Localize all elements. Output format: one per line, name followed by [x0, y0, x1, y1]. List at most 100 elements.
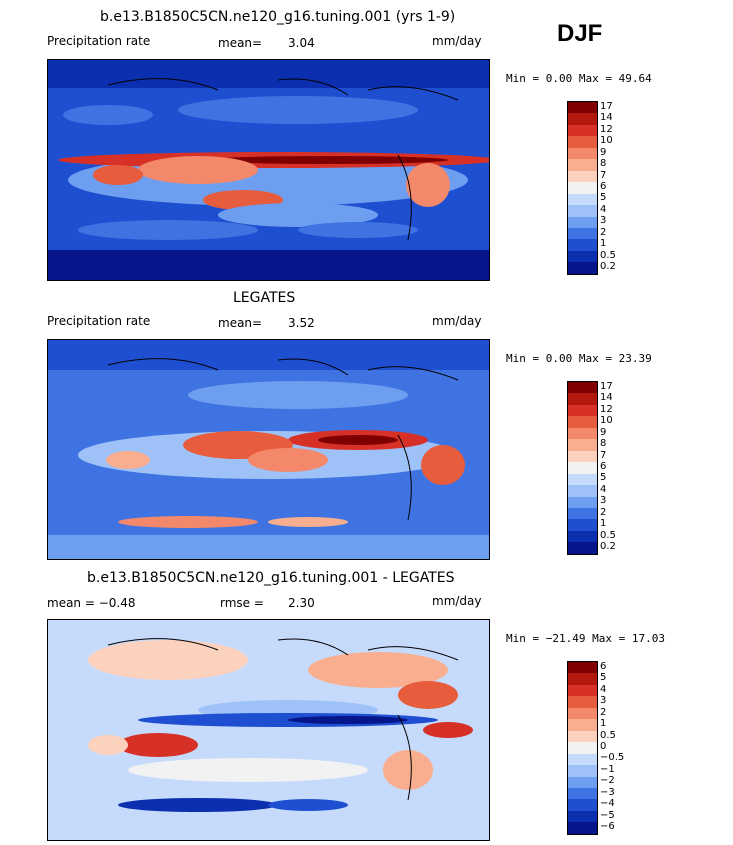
- colorbar-tick-label: −4: [600, 798, 615, 810]
- colorbar-swatch: [568, 787, 597, 800]
- colorbar-tick-label: 17: [600, 380, 613, 392]
- colorbar-swatch: [568, 662, 597, 674]
- colorbar-tick-label: 2: [600, 706, 607, 718]
- colorbar-swatch: [568, 147, 597, 160]
- colorbar-swatch: [568, 239, 597, 251]
- panel3-colorbar: [567, 661, 598, 835]
- colorbar-swatch: [568, 485, 597, 497]
- panel2-precip-field: [48, 340, 489, 559]
- colorbar-swatch: [568, 450, 597, 463]
- panel1-range: Min = 0.00 Max = 49.64: [506, 72, 652, 85]
- colorbar-swatch: [568, 170, 597, 183]
- colorbar-tick-label: 12: [600, 403, 613, 415]
- colorbar-tick-label: 0.5: [600, 729, 616, 741]
- colorbar-swatch: [568, 730, 597, 743]
- panel2-left-label: Precipitation rate: [47, 314, 151, 328]
- colorbar-swatch: [568, 530, 597, 543]
- colorbar-swatch: [568, 810, 597, 823]
- colorbar-swatch: [568, 427, 597, 440]
- colorbar-tick-label: 6: [600, 660, 607, 672]
- colorbar-tick-label: −2: [600, 775, 615, 787]
- panel2-title: LEGATES: [233, 290, 296, 306]
- colorbar-swatch: [568, 519, 597, 531]
- colorbar-tick-label: 14: [600, 392, 613, 404]
- colorbar-tick-label: 2: [600, 226, 607, 238]
- colorbar-swatch: [568, 719, 597, 731]
- colorbar-tick-label: 12: [600, 123, 613, 135]
- colorbar-tick-label: 9: [600, 426, 607, 438]
- colorbar-swatch: [568, 707, 597, 720]
- colorbar-swatch: [568, 822, 597, 834]
- colorbar-tick-label: 1: [600, 718, 607, 730]
- panel2-units: mm/day: [432, 314, 482, 328]
- panel3-diff-field: [48, 620, 489, 840]
- colorbar-swatch: [568, 382, 597, 394]
- colorbar-swatch: [568, 684, 597, 697]
- colorbar-tick-label: −3: [600, 786, 615, 798]
- colorbar-tick-label: −6: [600, 821, 615, 833]
- colorbar-tick-label: 5: [600, 472, 607, 484]
- colorbar-swatch: [568, 496, 597, 508]
- colorbar-tick-label: 3: [600, 495, 607, 507]
- colorbar-swatch: [568, 193, 597, 206]
- colorbar-swatch: [568, 205, 597, 217]
- colorbar-tick-label: 10: [600, 415, 613, 427]
- panel3-units: mm/day: [432, 594, 482, 608]
- colorbar-swatch: [568, 799, 597, 811]
- colorbar-tick-label: 1: [600, 238, 607, 250]
- colorbar-swatch: [568, 393, 597, 405]
- colorbar-swatch: [568, 765, 597, 777]
- colorbar-swatch: [568, 216, 597, 228]
- colorbar-tick-label: 0.5: [600, 529, 616, 541]
- colorbar-tick-label: 0.2: [600, 541, 616, 553]
- colorbar-tick-label: 2: [600, 506, 607, 518]
- colorbar-swatch: [568, 262, 597, 274]
- panel1-colorbar: [567, 101, 598, 275]
- panel1-units: mm/day: [432, 34, 482, 48]
- panel3-range: Min = −21.49 Max = 17.03: [506, 632, 665, 645]
- colorbar-tick-label: 0: [600, 741, 607, 752]
- colorbar-swatch: [568, 124, 597, 137]
- colorbar-tick-label: 7: [600, 449, 607, 461]
- panel1-left-label: Precipitation rate: [47, 34, 151, 48]
- colorbar-swatch: [568, 439, 597, 451]
- colorbar-tick-label: 4: [600, 483, 607, 495]
- colorbar-tick-label: 0.5: [600, 249, 616, 261]
- colorbar-swatch: [568, 473, 597, 486]
- colorbar-tick-label: 10: [600, 135, 613, 147]
- colorbar-tick-label: 5: [600, 672, 607, 684]
- colorbar-swatch: [568, 102, 597, 114]
- colorbar-tick-label: 8: [600, 438, 607, 450]
- panel2-map: [47, 339, 490, 560]
- colorbar-swatch: [568, 696, 597, 708]
- colorbar-swatch: [568, 250, 597, 263]
- panel1-center-value: 3.04: [288, 36, 315, 50]
- panel3-center-label: rmse =: [220, 596, 264, 610]
- colorbar-tick-label: 0.2: [600, 261, 616, 273]
- panel1-title: b.e13.B1850C5CN.ne120_g16.tuning.001 (yr…: [100, 9, 456, 25]
- panel3-map: [47, 619, 490, 841]
- colorbar-tick-label: 6: [600, 461, 607, 472]
- colorbar-swatch: [568, 742, 597, 754]
- panel1-map: [47, 59, 490, 281]
- colorbar-tick-label: −0.5: [600, 752, 625, 764]
- panel1-precip-field: [48, 60, 489, 280]
- colorbar-swatch: [568, 776, 597, 788]
- panel2-range: Min = 0.00 Max = 23.39: [506, 352, 652, 365]
- colorbar-tick-label: 8: [600, 158, 607, 170]
- colorbar-swatch: [568, 113, 597, 125]
- panel1-center-label: mean=: [218, 36, 263, 50]
- colorbar-swatch: [568, 542, 597, 554]
- colorbar-tick-label: 7: [600, 169, 607, 181]
- colorbar-tick-label: 4: [600, 203, 607, 215]
- colorbar-swatch: [568, 227, 597, 240]
- colorbar-swatch: [568, 404, 597, 417]
- panel3-mean: mean = −0.48: [47, 596, 136, 610]
- season-label: DJF: [557, 20, 603, 47]
- colorbar-tick-label: −1: [600, 763, 615, 775]
- panel2-colorbar: [567, 381, 598, 555]
- colorbar-swatch: [568, 416, 597, 428]
- panel2-center-label: mean=: [218, 316, 263, 330]
- colorbar-swatch: [568, 507, 597, 520]
- colorbar-tick-label: 17: [600, 100, 613, 112]
